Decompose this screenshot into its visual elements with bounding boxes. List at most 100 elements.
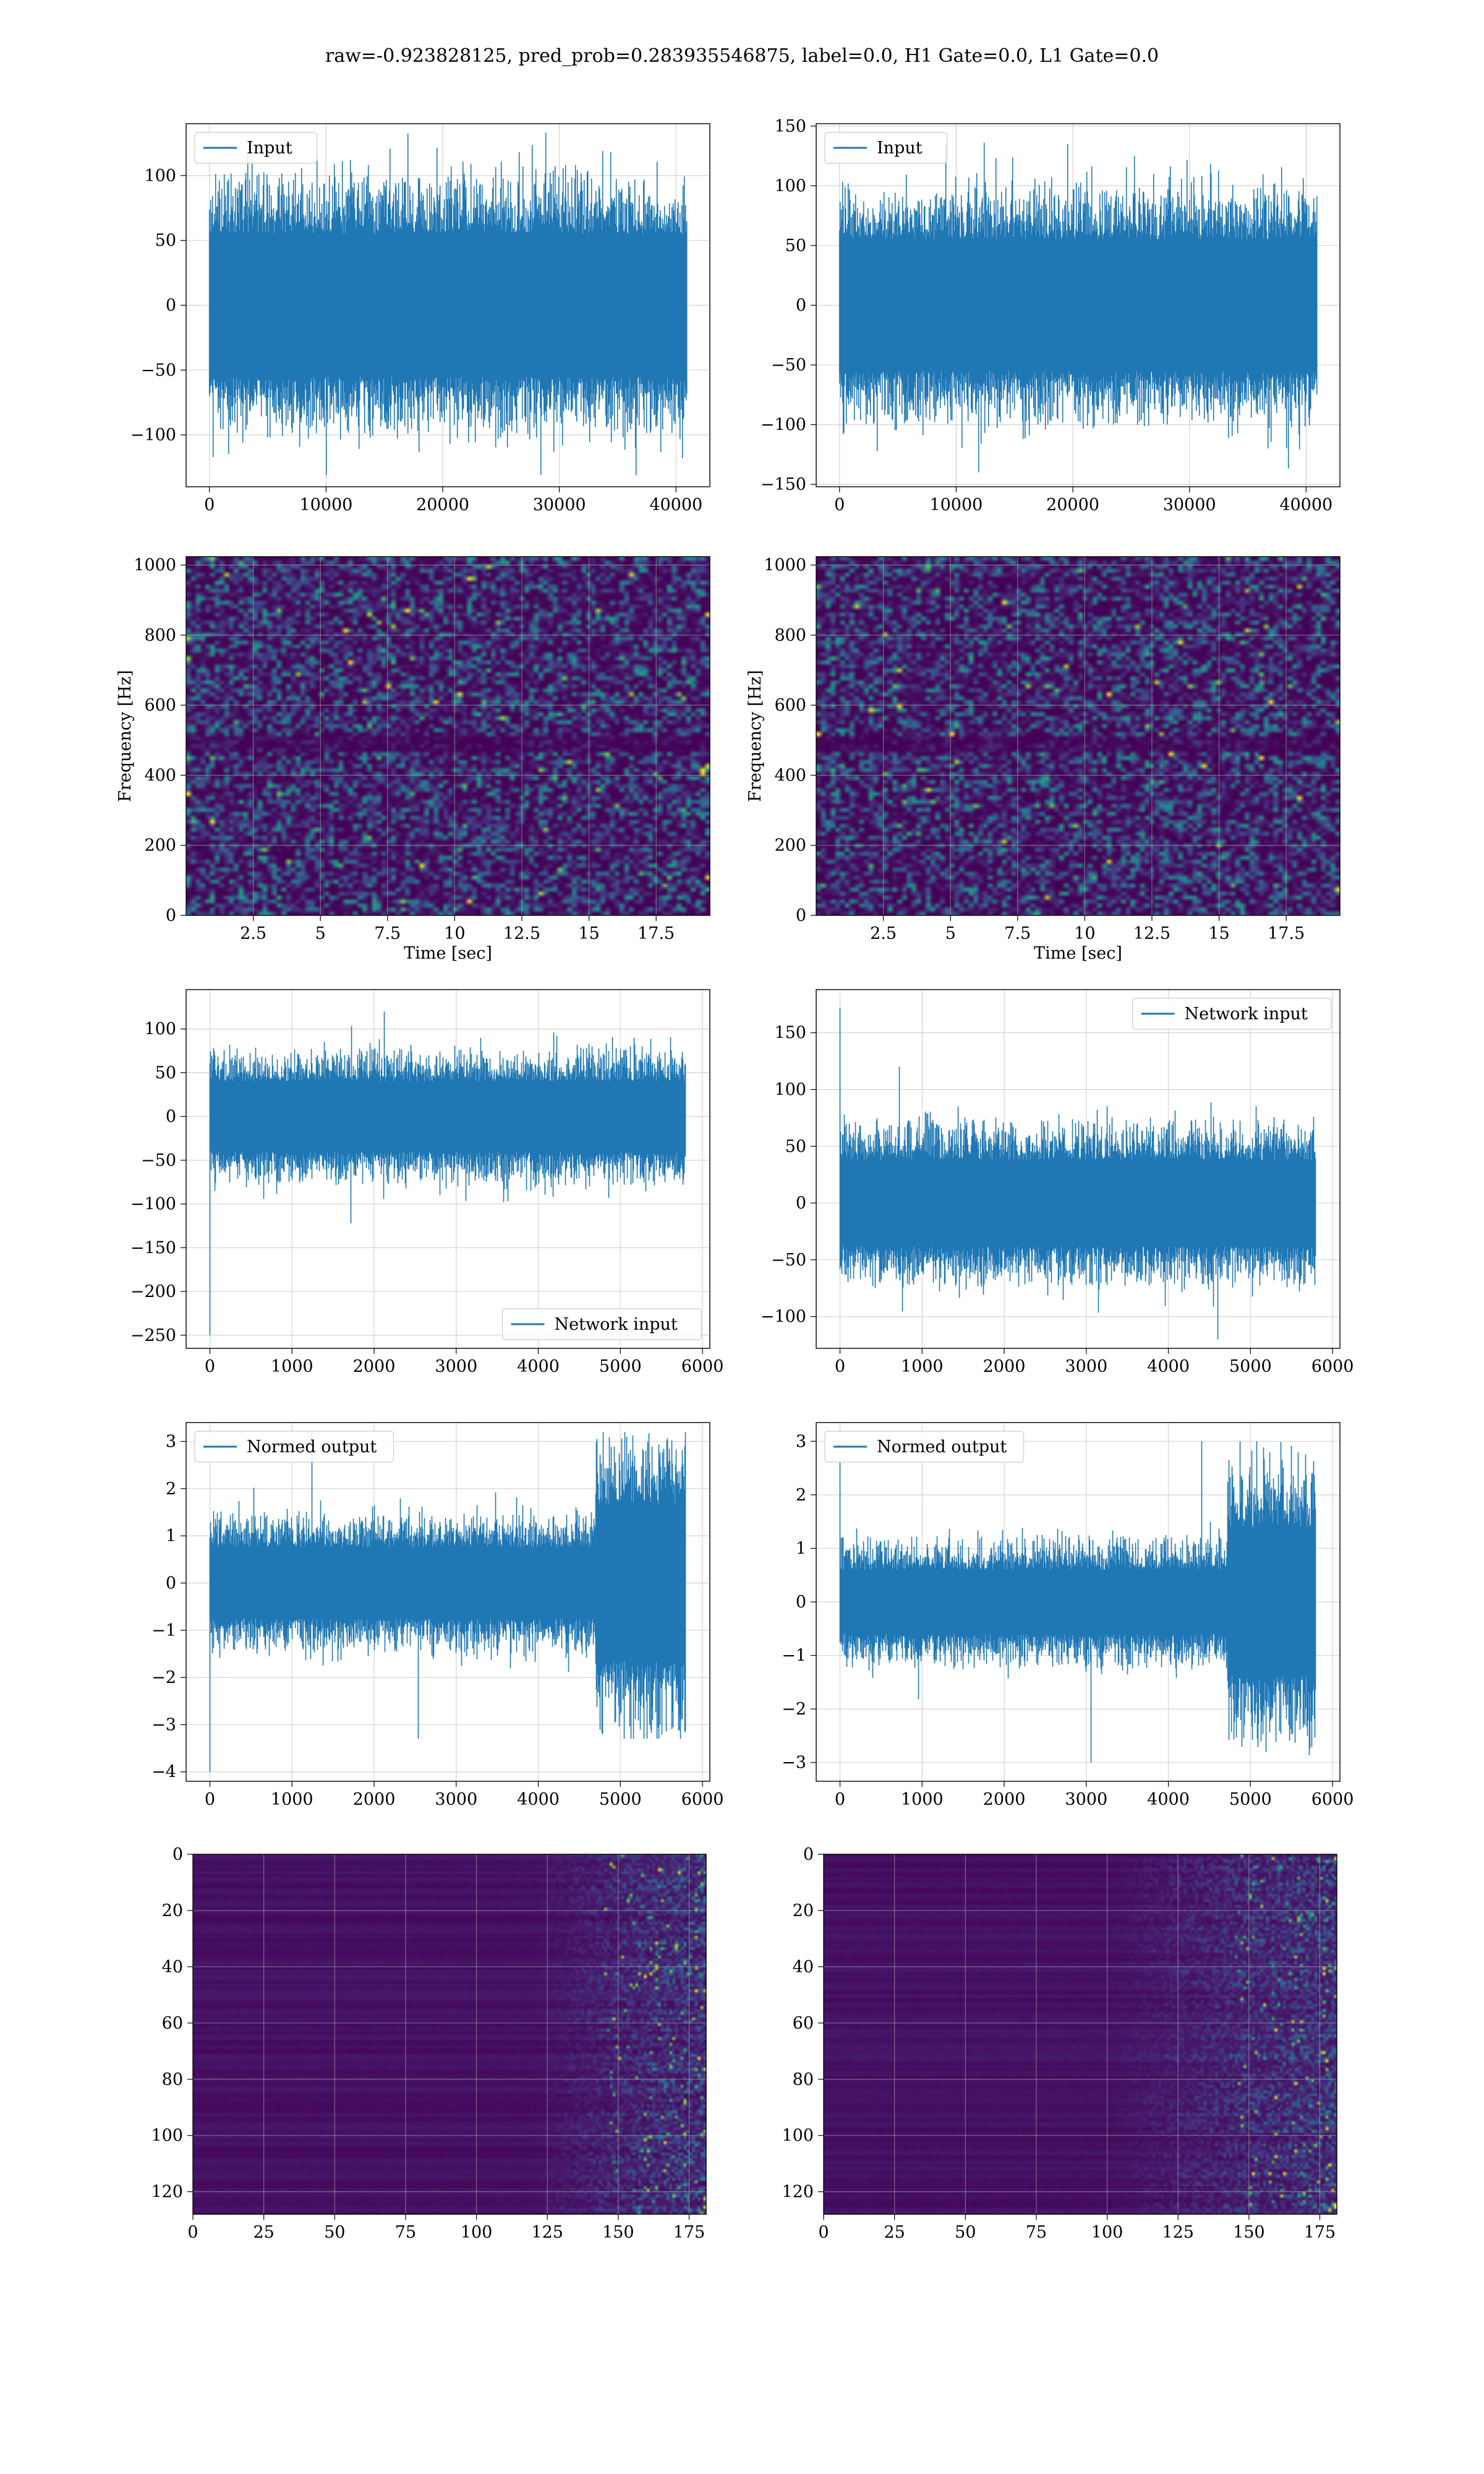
r5c2-xtick-label-5: 125 xyxy=(1162,2223,1194,2242)
panel-r4c1: 0 1000 2000 3000 4000 5000 6000 −4 −3 −2 −1 0 1 2 3 Nor… xyxy=(151,1422,724,1809)
r2c2-heatmap-image xyxy=(816,557,1340,915)
r5c1-xtick-label-1: 25 xyxy=(253,2223,274,2242)
panel-r1c1: 0 10000 20000 30000 40000 −100 −50 0 50 100 Input xyxy=(130,123,710,515)
r3c1-ytick-label-0: −250 xyxy=(130,1326,176,1345)
r2c2-xlabel: Time [sec] xyxy=(1034,944,1122,963)
r1c1-xtick-label-1: 10000 xyxy=(299,495,352,515)
panel-r1c2: 0 10000 20000 30000 40000 −150 −100 −50 0 50 100 15… xyxy=(761,117,1341,515)
r1c1-legend: Input xyxy=(194,132,318,164)
r3c1-xtick-label-3: 3000 xyxy=(435,1357,477,1376)
r3c1-ytick-label-4: −50 xyxy=(141,1151,176,1170)
r3c2-legend: Network input xyxy=(1132,998,1332,1030)
r3c1-xtick-label-6: 6000 xyxy=(681,1357,724,1376)
r3c2-ytick-label-4: 100 xyxy=(774,1081,806,1100)
r5c2-xtick-label-0: 0 xyxy=(818,2223,829,2242)
r3c2-ytick-label-5: 150 xyxy=(774,1024,806,1043)
r3c2-xtick-label-6: 6000 xyxy=(1311,1357,1354,1376)
r4c1-frame xyxy=(186,1422,710,1782)
r4c2-ytick-label-5: 2 xyxy=(796,1486,806,1505)
r5c1-xtick-label-6: 150 xyxy=(602,2223,634,2242)
r3c2-xtick-label-1: 1000 xyxy=(901,1357,944,1376)
r1c2-ytick-label-0: −150 xyxy=(761,475,806,494)
r4c1-ytick-label-5: 1 xyxy=(166,1526,176,1546)
r3c2-xtick-label-2: 2000 xyxy=(983,1357,1026,1376)
r2c2-ytick-label-1: 200 xyxy=(774,836,806,855)
r3c1-xtick-label-1: 1000 xyxy=(271,1357,313,1376)
r1c1-legend-label: Input xyxy=(247,139,292,158)
r4c1-series-line xyxy=(209,1432,686,1772)
r1c1-legend-box xyxy=(194,132,318,164)
r5c1-ytick-label-3: 60 xyxy=(162,2014,183,2033)
r1c2-xtick-label-0: 0 xyxy=(834,495,845,515)
r4c2-ytick-label-1: −2 xyxy=(782,1700,806,1719)
r5c2-ytick-label-0: 0 xyxy=(803,1845,814,1864)
r4c1-xtick-label-6: 6000 xyxy=(681,1790,724,1809)
r3c2-legend-box xyxy=(1132,998,1332,1030)
r2c1-ytick-label-3: 600 xyxy=(144,696,176,715)
r1c1-series-line xyxy=(208,132,688,476)
r4c2-xtick-label-1: 1000 xyxy=(901,1790,944,1809)
r4c2-legend-label: Normed output xyxy=(877,1437,1007,1457)
r1c2-xtick-label-2: 20000 xyxy=(1046,495,1099,515)
r3c1-ytick-label-3: −100 xyxy=(130,1195,176,1214)
r1c2-ytick-label-1: −100 xyxy=(761,416,806,435)
r5c2-xtick-label-4: 100 xyxy=(1091,2223,1124,2242)
r3c2-ytick-label-1: −50 xyxy=(771,1251,806,1270)
r2c1-ytick-label-1: 200 xyxy=(144,836,176,855)
r1c2-ytick-label-5: 100 xyxy=(774,176,806,195)
r3c2-ytick-label-0: −100 xyxy=(761,1308,806,1327)
r4c1-xtick-label-3: 3000 xyxy=(435,1790,477,1809)
r3c2-ytick-label-3: 50 xyxy=(785,1137,806,1156)
r2c2-xtick-label-0: 2.5 xyxy=(870,924,897,943)
r2c1-xtick-label-1: 5 xyxy=(315,924,326,943)
r5c2-xtick-label-2: 50 xyxy=(955,2223,976,2242)
r2c2-ytick-label-3: 600 xyxy=(774,696,806,715)
r2c1-ytick-label-4: 800 xyxy=(144,626,176,645)
r2c1-xtick-label-6: 17.5 xyxy=(638,924,675,943)
r1c1-ytick-label-4: 100 xyxy=(144,166,176,186)
r4c1-xtick-label-4: 4000 xyxy=(517,1790,560,1809)
r1c2-series-line xyxy=(838,142,1318,473)
r5c2-frame xyxy=(823,1854,1337,2215)
r4c2-legend: Normed output xyxy=(824,1431,1025,1463)
r4c1-legend: Normed output xyxy=(194,1431,394,1463)
r4c1-ytick-label-1: −3 xyxy=(151,1715,176,1734)
r3c2-ytick-label-2: 0 xyxy=(796,1194,806,1213)
r4c2-xtick-label-4: 4000 xyxy=(1147,1790,1190,1809)
r5c1-xtick-label-2: 50 xyxy=(324,2223,345,2242)
r2c1-xtick-label-3: 10 xyxy=(444,924,465,943)
r4c1-xtick-label-1: 1000 xyxy=(271,1790,313,1809)
r2c2-ytick-label-2: 400 xyxy=(774,766,806,785)
r4c2-ytick-label-0: −3 xyxy=(782,1753,806,1773)
r4c2-xtick-label-2: 2000 xyxy=(983,1790,1026,1809)
r1c1-ytick-label-0: −100 xyxy=(130,426,176,445)
r2c2-frame xyxy=(816,556,1341,916)
panel-r2c2: 2.5 5 7.5 10 12.5 15 17.5 0 200 400 600 800 1000 Time… xyxy=(746,556,1341,963)
r5c2-xtick-label-1: 25 xyxy=(884,2223,905,2242)
r4c1-xtick-label-0: 0 xyxy=(205,1790,215,1809)
r4c1-ytick-label-4: 0 xyxy=(166,1573,176,1593)
r1c2-frame xyxy=(816,123,1341,487)
r1c2-ytick-label-6: 150 xyxy=(774,117,806,136)
r3c2-xtick-label-3: 3000 xyxy=(1065,1357,1107,1376)
r2c2-ytick-label-4: 800 xyxy=(774,626,806,645)
r5c2-ytick-label-1: 20 xyxy=(793,1901,814,1920)
r2c2-xtick-label-1: 5 xyxy=(945,924,956,943)
r2c1-xtick-label-0: 2.5 xyxy=(240,924,267,943)
r3c2-series-line xyxy=(839,1008,1316,1340)
r1c2-ytick-label-2: −50 xyxy=(771,356,806,375)
r5c2-ytick-label-2: 40 xyxy=(793,1958,814,1977)
r1c1-xtick-label-0: 0 xyxy=(204,495,215,515)
r5c1-xtick-label-7: 175 xyxy=(673,2223,706,2242)
r5c1-ytick-label-0: 0 xyxy=(173,1845,183,1864)
r4c2-ytick-label-2: −1 xyxy=(782,1646,806,1666)
r4c2-xtick-label-6: 6000 xyxy=(1311,1790,1354,1809)
r1c2-legend-box xyxy=(824,132,948,164)
r4c2-xtick-label-0: 0 xyxy=(835,1790,845,1809)
r4c2-plot-area xyxy=(839,1441,1316,1763)
r3c1-plot-area xyxy=(209,1011,686,1335)
r2c2-xtick-label-4: 12.5 xyxy=(1133,924,1171,943)
r5c1-xtick-label-3: 75 xyxy=(395,2223,416,2242)
r4c2-ytick-label-4: 1 xyxy=(796,1539,806,1558)
